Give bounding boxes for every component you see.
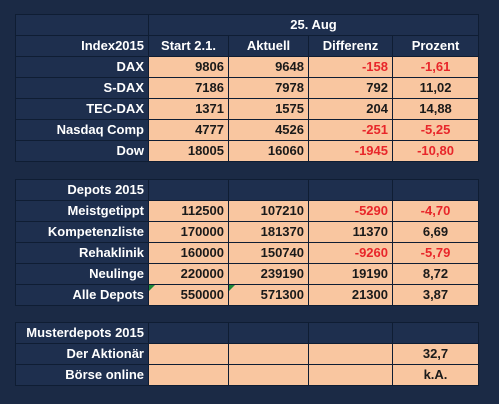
- row-label[interactable]: Der Aktionär: [15, 343, 149, 365]
- row-label[interactable]: TEC-DAX: [15, 98, 149, 120]
- row-label[interactable]: Nasdaq Comp: [15, 119, 149, 141]
- diff-cell[interactable]: 21300: [308, 284, 393, 306]
- musterdepots-table: Musterdepots 2015 Der Aktionär 32,7 Börs…: [15, 322, 479, 386]
- start-cell[interactable]: 9806: [148, 56, 229, 78]
- start-value: 550000: [180, 287, 224, 302]
- table-row: TEC-DAX 1371 1575 204 14,88: [15, 98, 480, 120]
- aktuell-cell[interactable]: 571300: [228, 284, 309, 306]
- table-row: Rehaklinik 160000 150740 -9260 -5,79: [15, 242, 479, 264]
- table-row: Alle Depots 550000 571300 21300 3,87: [15, 284, 479, 306]
- empty-cell[interactable]: [308, 179, 393, 201]
- diff-cell[interactable]: -5290: [308, 200, 393, 222]
- aktuell-cell[interactable]: 9648: [228, 56, 309, 78]
- index-table: 25. Aug Index2015 Start 2.1. Aktuell Dif…: [15, 14, 480, 162]
- row-label[interactable]: Börse online: [15, 364, 149, 386]
- aktuell-cell[interactable]: 4526: [228, 119, 309, 141]
- start-cell[interactable]: 18005: [148, 140, 229, 162]
- row-label[interactable]: S-DAX: [15, 77, 149, 99]
- aktuell-cell[interactable]: 1575: [228, 98, 309, 120]
- start-cell[interactable]: 1371: [148, 98, 229, 120]
- pct-cell[interactable]: -5,25: [391, 119, 480, 141]
- depots-title[interactable]: Depots 2015: [15, 179, 149, 201]
- col-header-differenz[interactable]: Differenz: [308, 35, 393, 57]
- empty-cell[interactable]: [148, 322, 229, 344]
- empty-cell[interactable]: [228, 322, 309, 344]
- empty-cell[interactable]: [228, 364, 309, 386]
- date-header[interactable]: 25. Aug: [147, 14, 480, 36]
- empty-cell[interactable]: [148, 364, 229, 386]
- column-header-row: Index2015 Start 2.1. Aktuell Differenz P…: [15, 35, 480, 57]
- depots-table: Depots 2015 Meistgetippt 112500 107210 -…: [15, 179, 479, 306]
- empty-cell[interactable]: [308, 322, 393, 344]
- pct-cell[interactable]: 6,69: [392, 221, 479, 243]
- diff-cell[interactable]: 11370: [308, 221, 393, 243]
- pct-cell[interactable]: 32,7: [392, 343, 479, 365]
- diff-cell[interactable]: 792: [308, 77, 393, 99]
- pct-cell[interactable]: 8,72: [392, 263, 479, 285]
- empty-cell[interactable]: [148, 179, 229, 201]
- diff-cell[interactable]: 204: [308, 98, 393, 120]
- aktuell-value: 571300: [260, 287, 304, 302]
- col-header-start[interactable]: Start 2.1.: [148, 35, 229, 57]
- row-label[interactable]: Alle Depots: [15, 284, 149, 306]
- col-header-index[interactable]: Index2015: [15, 35, 149, 57]
- table-row: S-DAX 7186 7978 792 11,02: [15, 77, 480, 99]
- table-row: DAX 9806 9648 -158 -1,61: [15, 56, 480, 78]
- row-label[interactable]: Kompetenzliste: [15, 221, 149, 243]
- start-cell[interactable]: 7186: [148, 77, 229, 99]
- empty-cell[interactable]: [308, 343, 393, 365]
- col-header-prozent[interactable]: Prozent: [391, 35, 480, 57]
- start-cell[interactable]: 112500: [148, 200, 229, 222]
- error-indicator-icon: [229, 285, 235, 291]
- muster-header-row: Musterdepots 2015: [15, 322, 479, 344]
- diff-cell[interactable]: -251: [308, 119, 393, 141]
- pct-cell[interactable]: -4,70: [392, 200, 479, 222]
- row-label[interactable]: Neulinge: [15, 263, 149, 285]
- muster-title[interactable]: Musterdepots 2015: [15, 322, 149, 344]
- aktuell-cell[interactable]: 16060: [228, 140, 309, 162]
- empty-cell[interactable]: [392, 322, 479, 344]
- diff-cell[interactable]: -9260: [308, 242, 393, 264]
- aktuell-cell[interactable]: 107210: [228, 200, 309, 222]
- depots-header-row: Depots 2015: [15, 179, 479, 201]
- empty-cell[interactable]: [308, 364, 393, 386]
- start-cell[interactable]: 4777: [148, 119, 229, 141]
- table-row: Der Aktionär 32,7: [15, 343, 479, 365]
- start-cell[interactable]: 160000: [148, 242, 229, 264]
- pct-cell[interactable]: 11,02: [391, 77, 480, 99]
- row-label[interactable]: Rehaklinik: [15, 242, 149, 264]
- diff-cell[interactable]: -158: [308, 56, 393, 78]
- error-indicator-icon: [149, 285, 155, 291]
- pct-cell[interactable]: -10,80: [391, 140, 480, 162]
- table-row: Nasdaq Comp 4777 4526 -251 -5,25: [15, 119, 480, 141]
- pct-cell[interactable]: -5,79: [392, 242, 479, 264]
- start-cell[interactable]: 550000: [148, 284, 229, 306]
- table-row: Dow 18005 16060 -1945 -10,80: [15, 140, 480, 162]
- empty-cell[interactable]: [392, 179, 479, 201]
- diff-cell[interactable]: 19190: [308, 263, 393, 285]
- empty-cell[interactable]: [148, 343, 229, 365]
- table-row: Kompetenzliste 170000 181370 11370 6,69: [15, 221, 479, 243]
- pct-cell[interactable]: 14,88: [391, 98, 480, 120]
- start-cell[interactable]: 220000: [148, 263, 229, 285]
- empty-cell[interactable]: [228, 343, 309, 365]
- date-header-row: 25. Aug: [15, 14, 480, 36]
- pct-cell[interactable]: -1,61: [391, 56, 480, 78]
- table-row: Neulinge 220000 239190 19190 8,72: [15, 263, 479, 285]
- empty-cell[interactable]: [228, 179, 309, 201]
- aktuell-cell[interactable]: 150740: [228, 242, 309, 264]
- table-row: Börse online k.A.: [15, 364, 479, 386]
- diff-cell[interactable]: -1945: [308, 140, 393, 162]
- row-label[interactable]: Dow: [15, 140, 149, 162]
- col-header-aktuell[interactable]: Aktuell: [228, 35, 309, 57]
- aktuell-cell[interactable]: 7978: [228, 77, 309, 99]
- table-row: Meistgetippt 112500 107210 -5290 -4,70: [15, 200, 479, 222]
- aktuell-cell[interactable]: 239190: [228, 263, 309, 285]
- aktuell-cell[interactable]: 181370: [228, 221, 309, 243]
- pct-cell[interactable]: k.A.: [392, 364, 479, 386]
- pct-cell[interactable]: 3,87: [392, 284, 479, 306]
- start-cell[interactable]: 170000: [148, 221, 229, 243]
- row-label[interactable]: Meistgetippt: [15, 200, 149, 222]
- row-label[interactable]: DAX: [15, 56, 149, 78]
